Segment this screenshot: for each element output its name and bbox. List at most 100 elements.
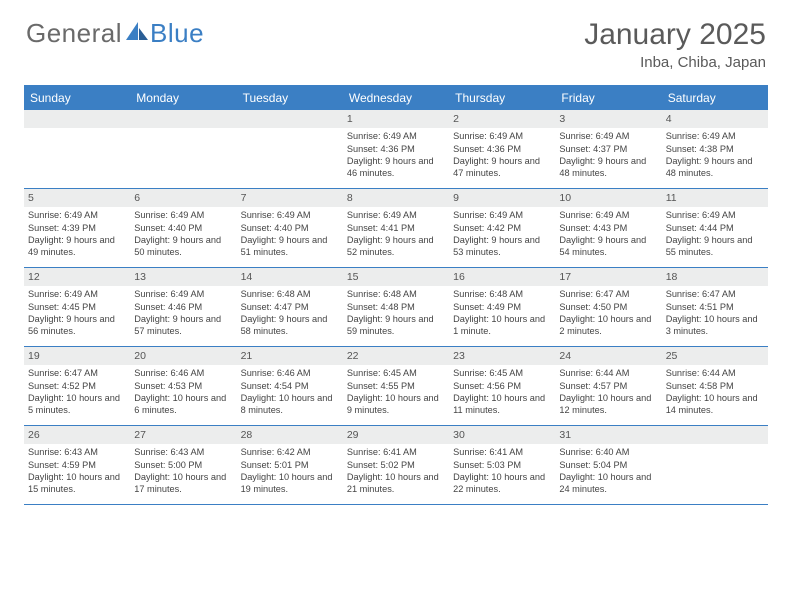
date-number: 13	[130, 268, 236, 286]
date-number: 14	[237, 268, 343, 286]
day-details: Sunrise: 6:42 AMSunset: 5:01 PMDaylight:…	[237, 444, 343, 500]
date-number	[130, 110, 236, 128]
date-number: 17	[555, 268, 661, 286]
date-number: 6	[130, 189, 236, 207]
date-number: 19	[24, 347, 130, 365]
weekday-col: Thursday	[449, 86, 555, 110]
day-cell: 12Sunrise: 6:49 AMSunset: 4:45 PMDayligh…	[24, 268, 130, 346]
day-details: Sunrise: 6:49 AMSunset: 4:37 PMDaylight:…	[555, 128, 661, 184]
date-number: 20	[130, 347, 236, 365]
brand-logo: General Blue	[26, 18, 204, 49]
day-details: Sunrise: 6:49 AMSunset: 4:42 PMDaylight:…	[449, 207, 555, 263]
day-details: Sunrise: 6:49 AMSunset: 4:44 PMDaylight:…	[662, 207, 768, 263]
day-cell: 9Sunrise: 6:49 AMSunset: 4:42 PMDaylight…	[449, 189, 555, 267]
day-cell: 24Sunrise: 6:44 AMSunset: 4:57 PMDayligh…	[555, 347, 661, 425]
day-details: Sunrise: 6:48 AMSunset: 4:49 PMDaylight:…	[449, 286, 555, 342]
day-cell: 26Sunrise: 6:43 AMSunset: 4:59 PMDayligh…	[24, 426, 130, 504]
day-cell: 7Sunrise: 6:49 AMSunset: 4:40 PMDaylight…	[237, 189, 343, 267]
day-details: Sunrise: 6:49 AMSunset: 4:36 PMDaylight:…	[449, 128, 555, 184]
day-cell: 6Sunrise: 6:49 AMSunset: 4:40 PMDaylight…	[130, 189, 236, 267]
day-cell: 30Sunrise: 6:41 AMSunset: 5:03 PMDayligh…	[449, 426, 555, 504]
day-cell: 3Sunrise: 6:49 AMSunset: 4:37 PMDaylight…	[555, 110, 661, 188]
day-cell: 18Sunrise: 6:47 AMSunset: 4:51 PMDayligh…	[662, 268, 768, 346]
day-cell: 22Sunrise: 6:45 AMSunset: 4:55 PMDayligh…	[343, 347, 449, 425]
week-row: 1Sunrise: 6:49 AMSunset: 4:36 PMDaylight…	[24, 110, 768, 189]
day-details: Sunrise: 6:41 AMSunset: 5:03 PMDaylight:…	[449, 444, 555, 500]
day-cell: 31Sunrise: 6:40 AMSunset: 5:04 PMDayligh…	[555, 426, 661, 504]
day-cell	[237, 110, 343, 188]
week-row: 5Sunrise: 6:49 AMSunset: 4:39 PMDaylight…	[24, 189, 768, 268]
date-number: 12	[24, 268, 130, 286]
day-cell: 5Sunrise: 6:49 AMSunset: 4:39 PMDaylight…	[24, 189, 130, 267]
day-details: Sunrise: 6:48 AMSunset: 4:47 PMDaylight:…	[237, 286, 343, 342]
date-number: 26	[24, 426, 130, 444]
date-number: 3	[555, 110, 661, 128]
date-number: 15	[343, 268, 449, 286]
date-number: 27	[130, 426, 236, 444]
day-details: Sunrise: 6:49 AMSunset: 4:39 PMDaylight:…	[24, 207, 130, 263]
day-details: Sunrise: 6:49 AMSunset: 4:45 PMDaylight:…	[24, 286, 130, 342]
day-cell: 13Sunrise: 6:49 AMSunset: 4:46 PMDayligh…	[130, 268, 236, 346]
date-number: 4	[662, 110, 768, 128]
day-details: Sunrise: 6:43 AMSunset: 4:59 PMDaylight:…	[24, 444, 130, 500]
day-details: Sunrise: 6:49 AMSunset: 4:41 PMDaylight:…	[343, 207, 449, 263]
day-cell: 28Sunrise: 6:42 AMSunset: 5:01 PMDayligh…	[237, 426, 343, 504]
date-number: 5	[24, 189, 130, 207]
date-number: 31	[555, 426, 661, 444]
brand-text-2: Blue	[150, 18, 204, 49]
day-cell: 10Sunrise: 6:49 AMSunset: 4:43 PMDayligh…	[555, 189, 661, 267]
date-number	[24, 110, 130, 128]
weekday-col: Monday	[130, 86, 236, 110]
date-number	[662, 426, 768, 444]
header: General Blue January 2025 Inba, Chiba, J…	[0, 0, 792, 79]
date-number: 23	[449, 347, 555, 365]
day-details: Sunrise: 6:49 AMSunset: 4:43 PMDaylight:…	[555, 207, 661, 263]
day-cell	[662, 426, 768, 504]
week-row: 19Sunrise: 6:47 AMSunset: 4:52 PMDayligh…	[24, 347, 768, 426]
day-cell: 17Sunrise: 6:47 AMSunset: 4:50 PMDayligh…	[555, 268, 661, 346]
weekday-col: Wednesday	[343, 86, 449, 110]
day-details: Sunrise: 6:40 AMSunset: 5:04 PMDaylight:…	[555, 444, 661, 500]
day-cell: 19Sunrise: 6:47 AMSunset: 4:52 PMDayligh…	[24, 347, 130, 425]
day-details: Sunrise: 6:49 AMSunset: 4:46 PMDaylight:…	[130, 286, 236, 342]
date-number: 18	[662, 268, 768, 286]
day-cell: 16Sunrise: 6:48 AMSunset: 4:49 PMDayligh…	[449, 268, 555, 346]
date-number: 10	[555, 189, 661, 207]
week-row: 12Sunrise: 6:49 AMSunset: 4:45 PMDayligh…	[24, 268, 768, 347]
weekday-col: Sunday	[24, 86, 130, 110]
day-details: Sunrise: 6:47 AMSunset: 4:52 PMDaylight:…	[24, 365, 130, 421]
sail-icon	[126, 18, 148, 49]
day-cell: 4Sunrise: 6:49 AMSunset: 4:38 PMDaylight…	[662, 110, 768, 188]
month-title: January 2025	[584, 18, 766, 52]
date-number: 7	[237, 189, 343, 207]
day-cell	[130, 110, 236, 188]
date-number: 25	[662, 347, 768, 365]
date-number: 11	[662, 189, 768, 207]
day-details: Sunrise: 6:49 AMSunset: 4:36 PMDaylight:…	[343, 128, 449, 184]
day-cell: 27Sunrise: 6:43 AMSunset: 5:00 PMDayligh…	[130, 426, 236, 504]
day-details: Sunrise: 6:47 AMSunset: 4:51 PMDaylight:…	[662, 286, 768, 342]
calendar: Sunday Monday Tuesday Wednesday Thursday…	[24, 85, 768, 505]
day-details: Sunrise: 6:44 AMSunset: 4:58 PMDaylight:…	[662, 365, 768, 421]
weekday-col: Friday	[555, 86, 661, 110]
day-cell: 8Sunrise: 6:49 AMSunset: 4:41 PMDaylight…	[343, 189, 449, 267]
weekday-col: Tuesday	[237, 86, 343, 110]
day-cell: 14Sunrise: 6:48 AMSunset: 4:47 PMDayligh…	[237, 268, 343, 346]
date-number: 24	[555, 347, 661, 365]
date-number: 21	[237, 347, 343, 365]
day-cell	[24, 110, 130, 188]
day-details: Sunrise: 6:45 AMSunset: 4:56 PMDaylight:…	[449, 365, 555, 421]
brand-text-1: General	[26, 18, 122, 49]
day-cell: 29Sunrise: 6:41 AMSunset: 5:02 PMDayligh…	[343, 426, 449, 504]
date-number: 29	[343, 426, 449, 444]
date-number: 22	[343, 347, 449, 365]
day-details: Sunrise: 6:49 AMSunset: 4:40 PMDaylight:…	[237, 207, 343, 263]
day-details: Sunrise: 6:47 AMSunset: 4:50 PMDaylight:…	[555, 286, 661, 342]
date-number	[237, 110, 343, 128]
day-cell: 2Sunrise: 6:49 AMSunset: 4:36 PMDaylight…	[449, 110, 555, 188]
date-number: 2	[449, 110, 555, 128]
week-row: 26Sunrise: 6:43 AMSunset: 4:59 PMDayligh…	[24, 426, 768, 505]
location-text: Inba, Chiba, Japan	[584, 54, 766, 71]
day-details: Sunrise: 6:46 AMSunset: 4:53 PMDaylight:…	[130, 365, 236, 421]
day-cell: 20Sunrise: 6:46 AMSunset: 4:53 PMDayligh…	[130, 347, 236, 425]
